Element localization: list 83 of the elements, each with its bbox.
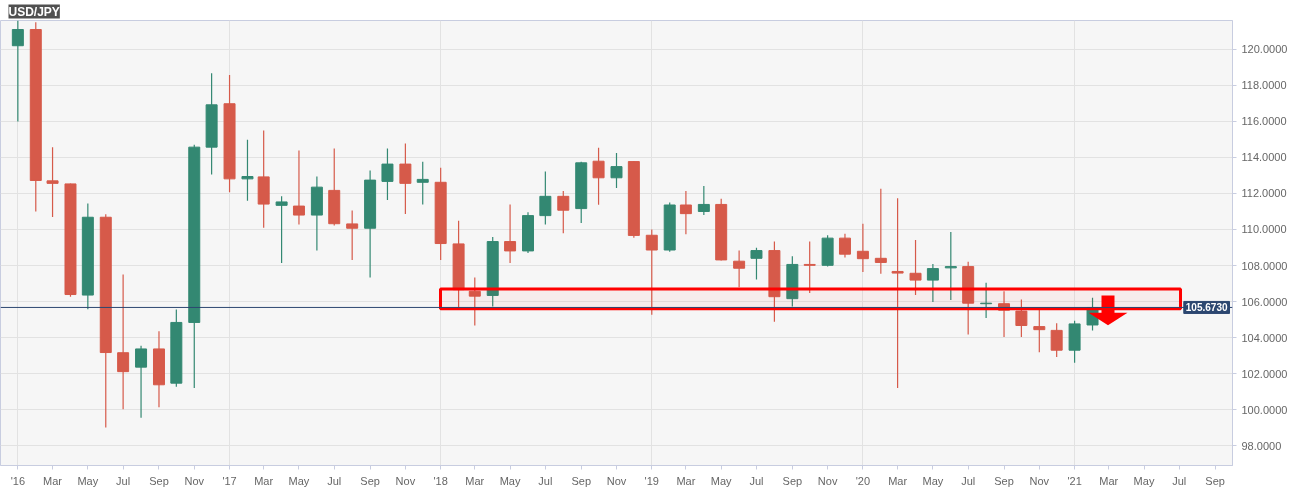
x-tick-label: Mar [254,474,274,487]
candlestick [1033,307,1046,353]
candlestick [504,203,517,264]
candlestick [241,139,254,202]
x-tick-label: Jul [538,474,553,487]
x-tick-label: '17 [222,474,237,487]
x-tick-label: '19 [644,474,659,487]
x-tick-label: Nov [395,474,416,487]
x-tick-label: May [288,474,310,487]
y-tick-label: 102.0000 [1241,367,1288,380]
candlestick [856,223,869,273]
candlestick [539,170,552,226]
x-tick-label: Sep [782,474,803,487]
candlestick [610,152,623,189]
x-tick-label: Mar [1099,474,1119,487]
x-tick-label: Mar [676,474,696,487]
y-tick-label: 118.0000 [1241,79,1287,92]
candlestick [135,345,148,419]
x-tick-label: '20 [855,474,871,487]
candlestick [645,228,658,316]
x-tick-label: May [77,474,99,487]
candlestick [891,197,904,389]
x-tick-label: May [499,474,521,487]
candlestick [557,190,570,234]
y-tick-label: 104.0000 [1241,331,1288,344]
y-tick-label: 116.0000 [1241,115,1287,128]
x-tick-label: '18 [433,474,448,487]
y-tick-label: 98.0000 [1241,439,1282,452]
x-tick-label: '16 [10,474,26,487]
x-tick-label: Nov [184,474,205,487]
candlestick [592,147,605,206]
candlestick [11,20,24,122]
x-tick-label: Sep [1205,474,1225,487]
x-tick-label: Sep [149,474,169,487]
x-tick-label: Nov [817,474,838,487]
x-tick-label: '21 [1067,474,1082,487]
candlestick [399,142,412,215]
candlestick [944,231,957,301]
y-tick-label: 110.0000 [1241,223,1287,236]
x-tick-label: Jul [1172,474,1187,487]
x-tick-label: Mar [465,474,485,487]
candlestick [468,276,481,327]
x-tick-label: Mar [43,474,63,487]
y-tick-label: 120.0000 [1241,43,1288,56]
candlestick [381,148,394,201]
candlestick [46,146,59,218]
x-tick-label: Jul [116,474,131,487]
x-tick-label: Nov [1029,474,1050,487]
candlestick [416,161,429,206]
candlestick [117,273,130,410]
chart-title: USD/JPY [8,4,60,19]
x-tick-label: May [710,474,733,487]
candlestick [679,190,692,235]
candlestick [1015,298,1028,338]
x-tick-label: May [922,474,944,487]
y-tick-label: 106.0000 [1241,295,1288,308]
x-tick-label: Jul [961,474,976,487]
x-tick-label: Sep [571,474,592,487]
candlestick [292,149,305,226]
candlestick [909,239,922,296]
y-tick-label: 108.0000 [1241,259,1288,272]
candlestick [733,249,746,288]
x-tick-label: Sep [994,474,1014,487]
y-tick-label: 114.0000 [1241,151,1287,164]
x-tick-label: Jul [327,474,342,487]
candlestick [838,233,851,259]
candlestick [926,263,939,303]
ref-line-label: 105.6730 [1185,302,1228,314]
x-tick-label: Nov [606,474,627,487]
candlestick [697,185,710,216]
candlestick [1050,322,1063,358]
x-tick-label: May [1133,474,1155,487]
candlestick [750,247,763,280]
candlestick [346,209,359,261]
x-tick-label: Jul [749,474,764,487]
candlestick [998,290,1011,338]
candlestick [275,195,288,264]
x-tick-label: Mar [888,474,908,487]
candlestick [874,188,887,275]
y-tick-label: 112.0000 [1241,187,1287,200]
candlestick [803,240,816,294]
x-tick-label: Sep [360,474,380,487]
y-tick-label: 100.0000 [1241,403,1288,416]
